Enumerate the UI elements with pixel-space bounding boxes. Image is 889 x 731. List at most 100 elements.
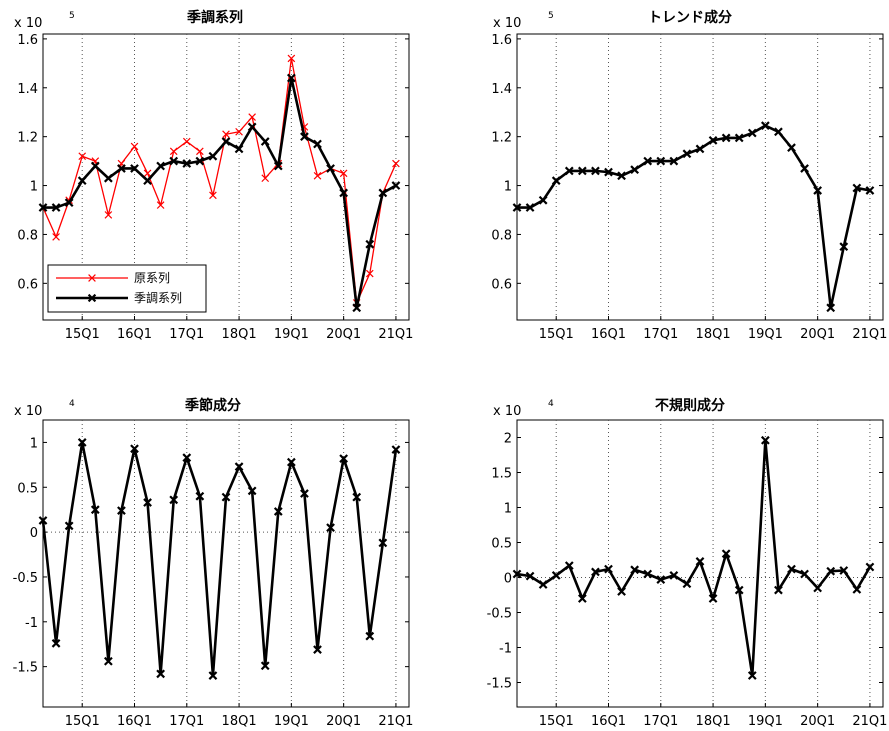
data-point-marker: [339, 188, 349, 198]
data-point-marker: [235, 127, 243, 136]
data-point-marker: [260, 137, 270, 146]
data-point-marker: [787, 564, 796, 574]
y-tick-label: 1.2: [17, 131, 38, 146]
data-point-marker: [839, 566, 849, 575]
data-point-marker: [352, 492, 362, 502]
panel-irregular: 不規則成分 x 10 4 15Q1 16Q1 17Q1 18Q1 19Q1 20Q1 21Q…: [487, 397, 888, 729]
data-point-marker: [551, 571, 561, 580]
y-tick-label: 2: [504, 432, 512, 447]
data-point-marker: [143, 498, 152, 507]
data-point-marker: [839, 242, 849, 252]
data-point-marker: [117, 164, 126, 173]
data-point-marker: [326, 523, 335, 533]
y-tick-label: -1: [499, 642, 512, 657]
panel-seasonal: 季節成分 x 10 4 15Q1 16Q1 17Q1 18Q1 19Q1 20Q1 21Q1…: [13, 397, 414, 729]
data-point-marker: [669, 156, 679, 166]
data-point-marker: [300, 489, 309, 498]
plot-area: 15Q1 16Q1 17Q1 18Q1 19Q1 20Q1 21Q1 -1.5 -1 -0.5 0 0…: [13, 419, 413, 729]
x-tick-label: 20Q1: [326, 327, 361, 342]
data-point-marker: [852, 585, 862, 594]
data-point-marker: [682, 149, 692, 159]
data-point-marker: [591, 166, 600, 176]
data-point-marker: [760, 435, 770, 445]
data-point-marker: [577, 594, 587, 603]
data-point-marker: [313, 171, 322, 180]
data-point-marker: [656, 575, 666, 584]
legend-marker: [87, 293, 97, 303]
x-tick-label: 17Q1: [643, 714, 678, 729]
axis-exponent-label: x 10: [493, 16, 521, 31]
y-tick-label: 0.6: [491, 277, 512, 292]
x-tick-label: 17Q1: [169, 327, 204, 342]
x-tick-label: 19Q1: [274, 327, 309, 342]
y-tick-label: -0.5: [13, 571, 38, 586]
series-line: [517, 124, 871, 310]
data-point-marker: [195, 156, 205, 166]
y-tick-label: 1.2: [491, 131, 512, 146]
data-point-marker: [865, 562, 875, 572]
x-tick-label: 15Q1: [65, 714, 100, 729]
data-point-marker: [273, 507, 283, 516]
data-point-marker: [90, 505, 100, 515]
x-tick-label: 19Q1: [748, 714, 783, 729]
data-point-marker: [156, 201, 165, 209]
y-tick-label: 1.6: [17, 33, 38, 48]
x-tick-label: 21Q1: [852, 327, 887, 342]
data-point-marker: [721, 549, 731, 559]
data-point-marker: [103, 173, 113, 183]
y-tick-label: -1: [25, 616, 38, 631]
x-tick-label: 18Q1: [696, 327, 731, 342]
x-tick-label: 21Q1: [378, 327, 413, 342]
data-point-marker: [156, 161, 166, 171]
legend-box: [47, 264, 207, 313]
data-point-marker: [260, 661, 270, 671]
data-point-marker: [287, 54, 296, 63]
y-tick-label: 0.6: [17, 277, 38, 292]
data-point-marker: [182, 159, 192, 168]
data-point-marker: [708, 594, 718, 603]
data-point-marker: [538, 195, 548, 205]
data-point-marker: [604, 564, 613, 574]
data-point-marker: [130, 142, 139, 151]
x-tick-label: 19Q1: [274, 714, 309, 729]
data-point-marker: [286, 457, 296, 467]
data-point-marker: [77, 176, 87, 186]
plot-frame: [516, 33, 884, 321]
data-point-marker: [682, 579, 692, 589]
data-point-marker: [617, 171, 626, 181]
y-tick-label: 1.4: [491, 82, 512, 97]
y-tick-label: 0: [504, 572, 512, 587]
x-tick-label: 20Q1: [800, 714, 835, 729]
plot-frame: [42, 419, 410, 708]
data-point-marker: [261, 174, 270, 183]
data-point-marker: [234, 462, 244, 472]
data-point-marker: [143, 176, 152, 186]
data-point-marker: [734, 585, 744, 595]
data-point-marker: [813, 583, 823, 593]
x-tick-label: 21Q1: [378, 714, 413, 729]
x-tick-label: 21Q1: [852, 714, 887, 729]
y-tick-label: 1.6: [491, 33, 512, 48]
data-point-marker: [300, 132, 309, 142]
x-tick-label: 18Q1: [222, 327, 257, 342]
data-point-marker: [787, 143, 796, 153]
data-point-marker: [64, 521, 74, 531]
y-tick-label: 0.5: [17, 481, 38, 496]
data-point-marker: [51, 638, 61, 648]
plot-area: 15Q1 16Q1 17Q1 18Q1 19Q1 20Q1 21Q1 -1.5 -1 -0.5 0 0…: [487, 419, 887, 729]
x-tick-label: 20Q1: [800, 327, 835, 342]
series-line: [41, 441, 398, 677]
data-point-marker: [130, 444, 139, 454]
data-point-marker: [378, 538, 388, 548]
y-tick-label: 0: [30, 526, 38, 541]
data-point-marker: [365, 239, 375, 249]
axis-exponent: 5: [69, 11, 75, 21]
data-point-marker: [577, 166, 587, 176]
data-point-marker: [512, 203, 522, 212]
x-tick-label: 15Q1: [539, 327, 574, 342]
data-point-marker: [617, 587, 626, 596]
data-point-marker: [365, 269, 374, 278]
data-point-marker: [209, 191, 217, 200]
data-point-marker: [352, 303, 362, 313]
x-tick-label: 18Q1: [696, 714, 731, 729]
